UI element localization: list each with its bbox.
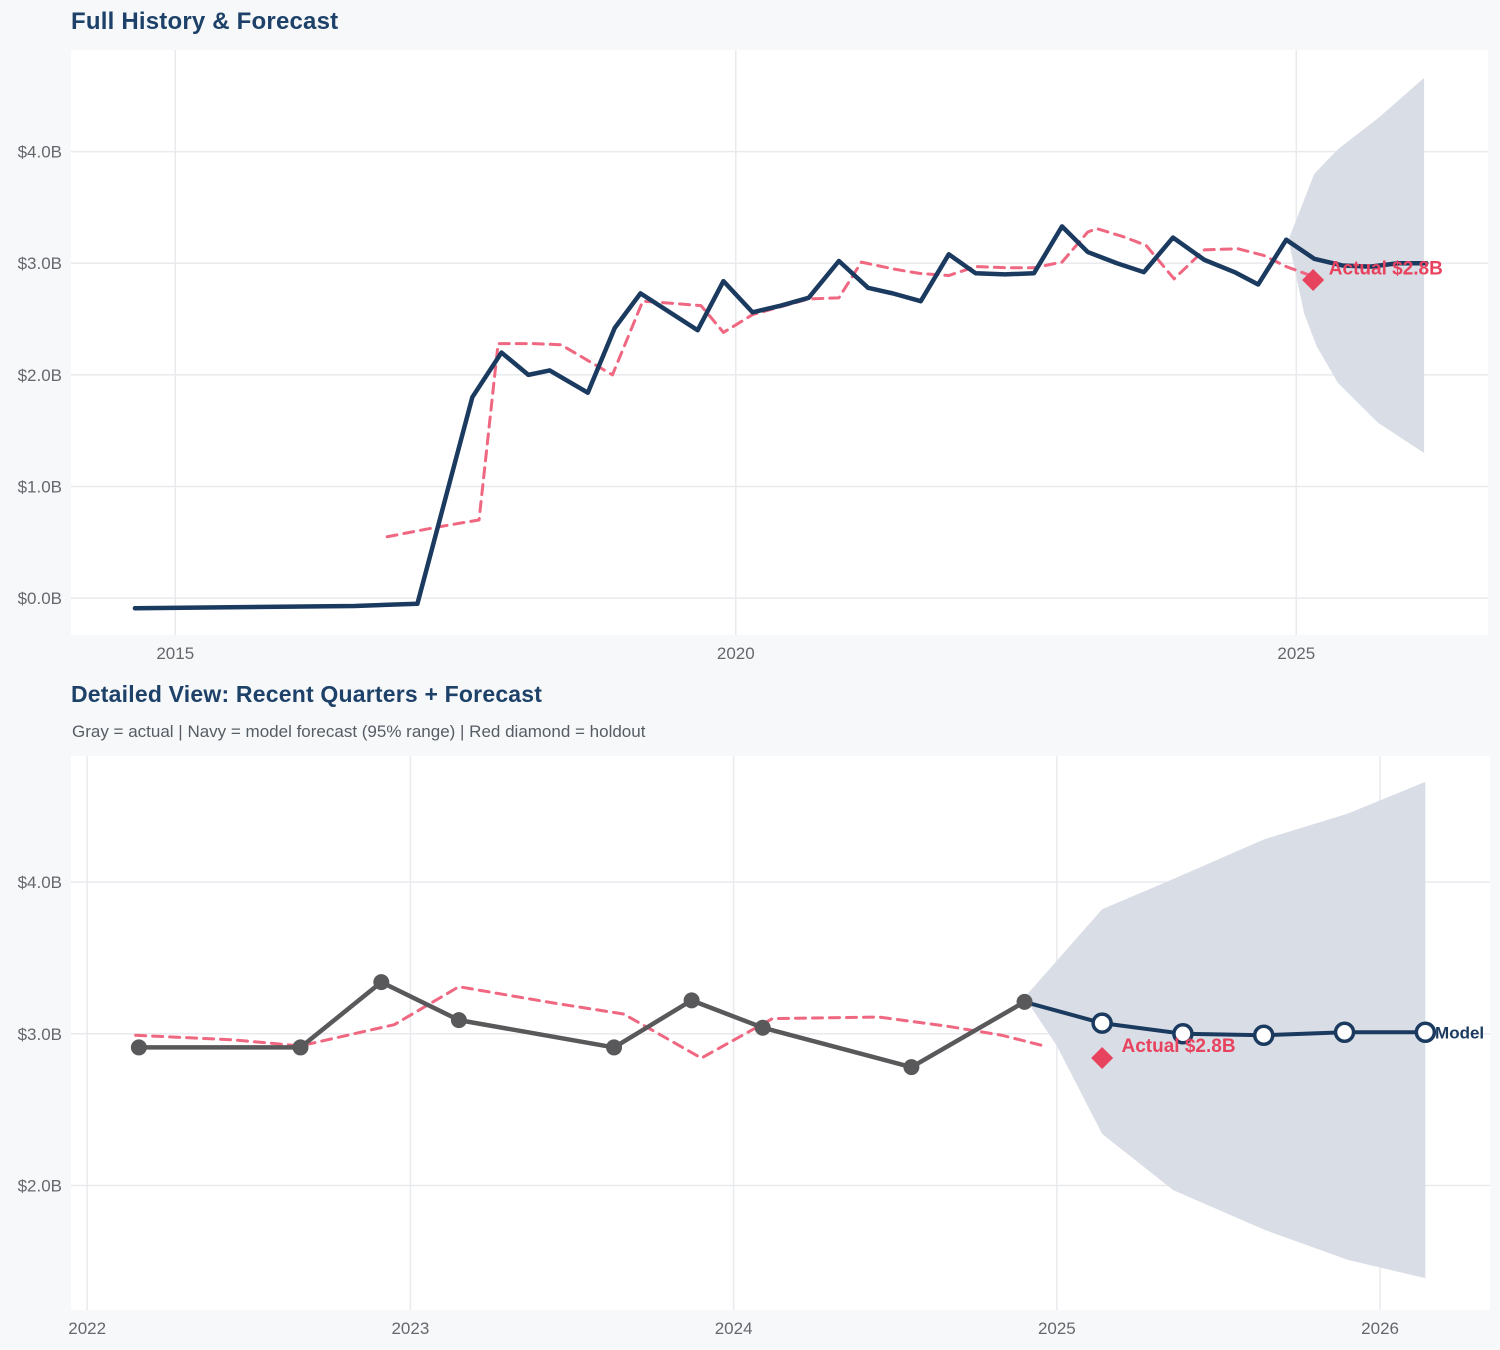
detailed-view-actual-line-marker xyxy=(292,1039,309,1056)
detailed-view-marks xyxy=(130,781,1437,1279)
full-history-marks xyxy=(132,77,1429,611)
detailed-view-x-tick-label: 2025 xyxy=(1038,1319,1076,1338)
detailed-view-actual-line-marker xyxy=(683,992,700,1009)
detailed-view-model-forecast-line-marker xyxy=(1252,1024,1275,1047)
detailed-view-actual-line-marker xyxy=(606,1039,623,1056)
detailed-view-model-forecast-line-marker xyxy=(1172,1023,1194,1045)
detailed-view-holdout-label: Actual $2.8B xyxy=(1122,1036,1236,1057)
detailed-view-model-forecast-line-marker xyxy=(1091,1012,1113,1034)
detailed-view-x-tick-label: 2023 xyxy=(391,1319,429,1338)
full-history-model-forecast-line xyxy=(1283,237,1429,269)
detailed-view-forecast-95pct-band xyxy=(1024,781,1426,1279)
full-history-x-tick-label: 2020 xyxy=(717,644,755,663)
full-history-holdout-diamond xyxy=(1302,268,1325,291)
full-history-x-tick-label: 2025 xyxy=(1277,644,1315,663)
detailed-view-x-tick-label: 2026 xyxy=(1361,1319,1399,1338)
detailed-view-x-tick-label: 2022 xyxy=(68,1319,106,1338)
detailed-view-y-tick-label: $2.0B xyxy=(18,1177,62,1196)
full-history-backtest-forecast-line xyxy=(385,227,1318,539)
full-history-plot-area xyxy=(71,50,1488,635)
detailed-view-actual-line-marker xyxy=(373,974,390,991)
full-history-chart-title: Full History & Forecast xyxy=(71,8,339,35)
full-history-actual-line xyxy=(132,224,1289,611)
detailed-view-actual-line-marker xyxy=(130,1039,147,1056)
detailed-view-y-tick-label: $3.0B xyxy=(18,1025,62,1044)
full-history-x-tick-label: 2015 xyxy=(156,644,194,663)
detailed-view-x-tick-label: 2024 xyxy=(715,1319,753,1338)
detailed-view-model-forecast-line-marker xyxy=(1333,1021,1356,1043)
full-history-y-tick-label: $1.0B xyxy=(18,478,62,497)
detailed-view-model-line-label: Model xyxy=(1435,1023,1484,1042)
detailed-view-y-tick-label: $4.0B xyxy=(18,873,62,892)
detailed-view-actual-line-marker xyxy=(1016,993,1033,1010)
detailed-view-chart: $2.0B $3.0B $4.0B 2022 2023 2024 2025 2026 Actua… xyxy=(18,756,1490,1338)
detailed-view-backtest-forecast-line xyxy=(134,985,1046,1060)
detailed-view-chart-subtitle: Gray = actual | Navy = model forecast (9… xyxy=(72,722,646,741)
full-history-y-tick-label: $2.0B xyxy=(18,366,62,385)
detailed-view-actual-line-marker xyxy=(903,1059,920,1076)
full-history-chart: $0.0B $1.0B $2.0B $3.0B $4.0B 2015 2020 2025 Act… xyxy=(18,50,1488,663)
detailed-view-holdout-diamond xyxy=(1091,1047,1114,1070)
detailed-view-model-forecast-line-marker xyxy=(1414,1021,1437,1043)
detailed-view-actual-line-marker xyxy=(754,1019,771,1036)
full-history-y-tick-label: $0.0B xyxy=(18,589,62,608)
detailed-view-actual-line-marker xyxy=(450,1012,467,1029)
full-history-y-tick-label: $3.0B xyxy=(18,254,62,273)
full-history-holdout-label: Actual $2.8B xyxy=(1329,258,1443,279)
detailed-view-chart-title: Detailed View: Recent Quarters + Forecas… xyxy=(71,681,543,707)
detailed-view-model-forecast-line xyxy=(1022,999,1428,1038)
full-history-y-tick-label: $4.0B xyxy=(18,143,62,162)
